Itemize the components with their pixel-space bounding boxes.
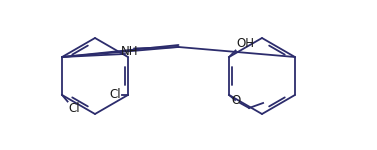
Text: NH: NH bbox=[121, 45, 138, 58]
Text: O: O bbox=[231, 94, 241, 108]
Text: OH: OH bbox=[237, 36, 254, 50]
Text: Cl: Cl bbox=[68, 102, 80, 116]
Text: Cl: Cl bbox=[110, 88, 121, 101]
